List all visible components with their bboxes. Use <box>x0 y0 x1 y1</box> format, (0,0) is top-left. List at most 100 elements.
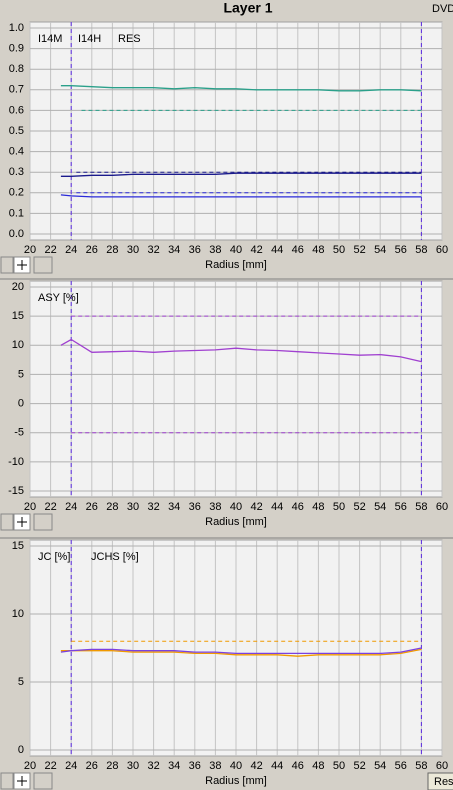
x-tick-label: 34 <box>168 244 180 256</box>
x-tick-label: 26 <box>86 244 98 256</box>
x-tick-label: 56 <box>395 760 407 772</box>
x-tick-label: 58 <box>415 501 427 513</box>
x-tick-label: 42 <box>250 244 262 256</box>
x-tick-label: 34 <box>168 501 180 513</box>
x-tick-label: 28 <box>106 501 118 513</box>
x-tick-label: 46 <box>292 501 304 513</box>
legend-label: I14H <box>78 33 101 45</box>
x-tick-label: 24 <box>65 501 77 513</box>
x-tick-label: 36 <box>189 760 201 772</box>
cross-icon <box>17 517 27 527</box>
x-tick-label: 60 <box>436 501 448 513</box>
x-tick-label: 44 <box>271 501 283 513</box>
x-tick-label: 56 <box>395 244 407 256</box>
x-tick-label: 24 <box>65 760 77 772</box>
y-tick-label: 10 <box>12 608 24 620</box>
legend-label: RES <box>118 33 141 45</box>
x-tick-label: 44 <box>271 760 283 772</box>
x-tick-label: 24 <box>65 244 77 256</box>
res-button-label: Res <box>434 776 453 788</box>
title-bar <box>0 0 453 18</box>
x-tick-label: 42 <box>250 501 262 513</box>
x-tick-label: 54 <box>374 501 386 513</box>
x-tick-label: 30 <box>127 760 139 772</box>
series-line <box>60 194 422 198</box>
y-tick-label: 0 <box>18 744 24 756</box>
y-tick-label: -5 <box>14 427 24 439</box>
res-button[interactable] <box>427 772 453 790</box>
x-tick-label: 32 <box>147 244 159 256</box>
y-tick-label: 15 <box>12 310 24 322</box>
x-tick-label: 20 <box>24 501 36 513</box>
x-tick-label: 26 <box>86 760 98 772</box>
series-line <box>60 338 422 363</box>
x-tick-label: 58 <box>415 760 427 772</box>
x-tick-label: 28 <box>106 760 118 772</box>
x-tick-label: 28 <box>106 244 118 256</box>
x-tick-label: 22 <box>44 760 56 772</box>
x-tick-label: 52 <box>353 760 365 772</box>
series-line <box>60 172 422 177</box>
x-tick-label: 52 <box>353 501 365 513</box>
y-tick-label: 1.0 <box>9 22 24 34</box>
x-tick-label: 50 <box>333 244 345 256</box>
x-tick-label: 32 <box>147 501 159 513</box>
header-right: DVD <box>432 3 453 15</box>
y-tick-label: 0.4 <box>9 146 24 158</box>
y-tick-label: 0.8 <box>9 63 24 75</box>
x-tick-label: 38 <box>209 760 221 772</box>
toolbar <box>0 772 53 790</box>
series-line <box>60 85 422 92</box>
x-tick-label: 38 <box>209 244 221 256</box>
pan-button[interactable] <box>33 256 53 274</box>
x-tick-label: 52 <box>353 244 365 256</box>
x-tick-label: 20 <box>24 244 36 256</box>
zoom-button[interactable] <box>0 513 14 531</box>
legend-label: JC [%] <box>38 551 70 563</box>
x-axis-label: Radius [mm] <box>205 775 267 787</box>
x-tick-label: 56 <box>395 501 407 513</box>
zoom-button[interactable] <box>0 772 14 790</box>
x-tick-label: 50 <box>333 501 345 513</box>
x-tick-label: 48 <box>312 244 324 256</box>
zoom-button[interactable] <box>0 256 14 274</box>
y-tick-label: 0.0 <box>9 228 24 240</box>
pan-button[interactable] <box>33 772 53 790</box>
y-tick-label: 5 <box>18 368 24 380</box>
cross-icon <box>17 260 27 270</box>
y-tick-label: 0.9 <box>9 43 24 55</box>
x-tick-label: 30 <box>127 501 139 513</box>
x-tick-label: 58 <box>415 244 427 256</box>
y-tick-label: 5 <box>18 676 24 688</box>
x-tick-label: 40 <box>230 501 242 513</box>
legend-label: ASY [%] <box>38 292 79 304</box>
pan-button[interactable] <box>33 513 53 531</box>
x-axis-label: Radius [mm] <box>205 516 267 528</box>
x-tick-label: 40 <box>230 244 242 256</box>
x-tick-label: 36 <box>189 501 201 513</box>
x-tick-label: 34 <box>168 760 180 772</box>
x-tick-label: 44 <box>271 244 283 256</box>
x-tick-label: 22 <box>44 244 56 256</box>
x-tick-label: 48 <box>312 501 324 513</box>
legend-label: I14M <box>38 33 62 45</box>
x-tick-label: 46 <box>292 244 304 256</box>
y-tick-label: 0.7 <box>9 84 24 96</box>
x-tick-label: 46 <box>292 760 304 772</box>
y-tick-label: 15 <box>12 540 24 552</box>
x-tick-label: 54 <box>374 244 386 256</box>
y-tick-label: 0 <box>18 397 24 409</box>
x-tick-label: 38 <box>209 501 221 513</box>
cross-icon <box>17 776 27 786</box>
x-tick-label: 32 <box>147 760 159 772</box>
toolbar <box>0 256 53 274</box>
y-tick-label: 10 <box>12 339 24 351</box>
x-tick-label: 20 <box>24 760 36 772</box>
x-tick-label: 50 <box>333 760 345 772</box>
x-axis-label: Radius [mm] <box>205 259 267 271</box>
x-tick-label: 54 <box>374 760 386 772</box>
y-tick-label: 0.6 <box>9 104 24 116</box>
y-tick-label: 0.2 <box>9 187 24 199</box>
